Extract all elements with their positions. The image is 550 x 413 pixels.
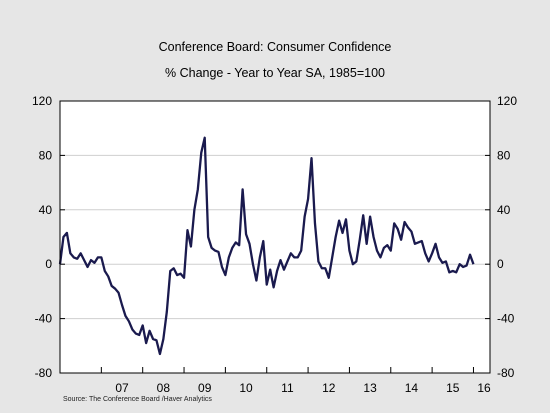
y-tick-label-right: 0 [497, 257, 504, 271]
y-axis-right-labels: 120 80 40 0 -40 -80 [497, 94, 517, 380]
x-tick-label: 11 [281, 381, 294, 395]
x-tick-label: 16 [477, 381, 491, 395]
y-tick-label-left: -40 [35, 312, 53, 326]
x-tick-label: 08 [157, 381, 171, 395]
x-tick-label: 12 [322, 381, 336, 395]
x-axis-labels: 07 08 09 10 11 12 13 14 15 16 [115, 381, 491, 395]
y-tick-label-right: 80 [497, 148, 511, 162]
chart-title: Conference Board: Consumer Confidence [158, 40, 392, 54]
y-tick-label-left: 80 [39, 148, 53, 162]
y-tick-label-right: 120 [497, 94, 517, 108]
y-tick-label-left: 0 [45, 257, 52, 271]
x-tick-label: 15 [446, 381, 460, 395]
y-tick-label-left: 120 [32, 94, 52, 108]
source-note: Source: The Conference Board /Haver Anal… [63, 396, 212, 403]
x-tick-label: 13 [363, 381, 377, 395]
x-tick-label: 10 [239, 381, 253, 395]
y-tick-label-left: -80 [35, 366, 53, 380]
series-line-consumer-confidence [58, 136, 475, 356]
grid-lines [60, 154, 490, 320]
x-tick-label: 09 [198, 381, 212, 395]
y-tick-label-right: 40 [497, 203, 511, 217]
plot-border [59, 100, 491, 374]
y-tick-label-right: -40 [497, 312, 515, 326]
plot-area [60, 101, 490, 373]
y-tick-label-right: -80 [497, 366, 515, 380]
x-tick-label: 14 [405, 381, 419, 395]
y-axis-left-labels: 120 80 40 0 -40 -80 [32, 94, 52, 380]
y-tick-label-left: 40 [39, 203, 53, 217]
x-tick-label: 07 [115, 381, 129, 395]
chart-subtitle: % Change - Year to Year SA, 1985=100 [165, 66, 385, 80]
